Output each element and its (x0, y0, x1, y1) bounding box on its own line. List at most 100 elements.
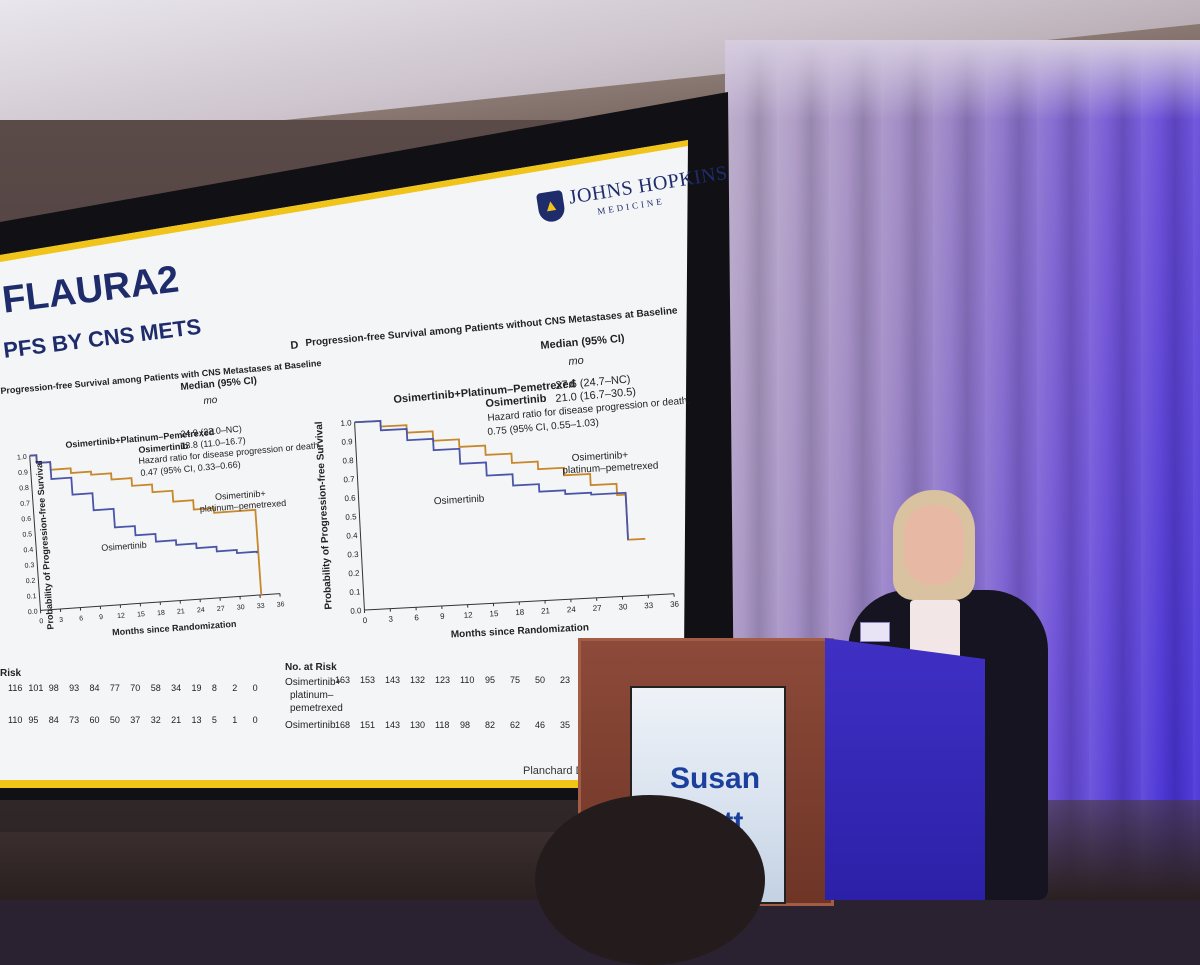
left-x-tick-label: 0 (39, 618, 43, 625)
left-y-tick-label: 0.3 (24, 562, 34, 570)
right-y-tick-label: 0.7 (343, 475, 355, 485)
right-x-tick-label: 18 (515, 608, 525, 617)
right-risk-value: 143 (385, 720, 400, 730)
right-y-tick-label: 0.8 (342, 456, 354, 466)
right-x-tick-label: 36 (670, 600, 680, 609)
left-x-tick-label: 18 (157, 610, 165, 618)
left-risk-value: 50 (110, 715, 120, 725)
left-risk-value: 19 (191, 683, 201, 693)
left-risk-header: Risk (0, 668, 21, 679)
shield-icon: ▲ (536, 190, 566, 224)
left-curve-label-osimertinib: Osimertinib (101, 540, 147, 553)
right-x-tick-label: 3 (388, 615, 393, 624)
right-x-tick-label: 9 (440, 612, 445, 621)
right-y-tick-label: 0.5 (345, 512, 357, 522)
left-x-tick-label: 33 (257, 603, 265, 611)
left-y-tick-label: 0.7 (20, 500, 30, 508)
right-risk-value: 132 (410, 675, 425, 685)
right-risk-value: 123 (435, 675, 450, 685)
right-risk-value: 110 (460, 675, 474, 685)
left-risk-value: 70 (130, 683, 140, 693)
right-median-unit: mo (568, 355, 584, 368)
left-x-tick-label: 3 (59, 617, 63, 624)
right-y-tick-label: 0.1 (349, 587, 361, 597)
left-risk-value: 0 (253, 683, 258, 693)
left-x-tick-label: 9 (99, 614, 103, 621)
right-x-tick-label: 15 (489, 609, 499, 618)
right-risk-value: 168 (335, 720, 350, 730)
left-risk-value: 13 (191, 715, 201, 725)
right-risk-value: 75 (510, 675, 520, 685)
left-risk-value: 0 (253, 715, 258, 725)
curtain-highlight (725, 40, 1200, 120)
left-risk-value: 5 (212, 715, 217, 725)
right-y-tick-label: 1.0 (340, 418, 352, 428)
right-y-tick-label: 0.9 (341, 437, 353, 447)
right-curve-label-osimertinib: Osimertinib (434, 494, 486, 508)
left-combo-curve (30, 440, 262, 610)
left-y-tick-label: 0.8 (19, 485, 29, 493)
left-risk-value: 60 (90, 715, 100, 725)
left-x-tick-label: 12 (117, 612, 125, 620)
left-risk-value: 73 (69, 715, 79, 725)
left-risk-value: 93 (69, 683, 79, 693)
left-y-tick-label: 0.4 (23, 547, 33, 555)
left-risk-value: 8 (212, 683, 217, 693)
left-risk-value: 21 (171, 715, 181, 725)
left-risk-value: 32 (151, 715, 161, 725)
right-risk-value: 130 (410, 720, 425, 730)
right-risk-value: 62 (510, 720, 520, 730)
right-risk-value: 46 (535, 720, 545, 730)
left-risk-value: 34 (171, 683, 181, 693)
left-risk-value: 84 (90, 683, 100, 693)
left-y-tick-label: 0.2 (25, 578, 35, 586)
right-x-tick-label: 27 (592, 604, 602, 613)
left-risk-value: 116 (8, 683, 22, 693)
right-risk-value: 163 (335, 675, 350, 685)
left-risk-value: 2 (232, 683, 237, 693)
left-y-tick-label: 1.0 (17, 454, 27, 462)
right-risk-header: No. at Risk (285, 662, 337, 673)
left-risk-value: 110 (8, 715, 22, 725)
left-risk-value: 101 (28, 683, 43, 693)
left-x-tick-label: 6 (79, 615, 83, 622)
right-risk-value: 50 (535, 675, 545, 685)
right-x-tick-label: 24 (567, 605, 577, 614)
slide-citation: Planchard D (523, 765, 584, 777)
right-risk-label-combo-2: platinum– (290, 690, 333, 701)
left-y-tick-label: 0.9 (18, 469, 28, 477)
right-risk-value: 98 (460, 720, 470, 730)
left-risk-value: 77 (110, 683, 120, 693)
right-x-tick-label: 33 (644, 601, 654, 610)
right-risk-label-osimertinib: Osimertinib (285, 720, 336, 731)
speaker-face (904, 505, 964, 585)
left-risk-value: 1 (232, 715, 237, 725)
right-risk-label-combo-3: pemetrexed (290, 703, 343, 714)
right-x-tick-label: 12 (463, 610, 473, 619)
right-risk-value: 23 (560, 675, 570, 685)
left-x-tick-label: 30 (237, 604, 245, 612)
podium-sign-line1: Susan (670, 762, 760, 796)
left-risk-value: 84 (49, 715, 59, 725)
right-x-tick-label: 21 (541, 606, 551, 615)
left-x-tick-label: 27 (217, 605, 225, 613)
left-median-unit: mo (203, 395, 218, 407)
left-x-tick-label: 21 (177, 608, 185, 616)
podium-side (825, 638, 985, 900)
right-combo-curve (355, 410, 646, 554)
left-y-tick-label: 0.0 (28, 609, 38, 617)
right-y-tick-label: 0.4 (346, 531, 358, 541)
left-risk-value: 95 (28, 715, 38, 725)
right-panel-letter: D (290, 339, 299, 352)
right-risk-value: 82 (485, 720, 495, 730)
left-x-axis-label: Months since Randomization (112, 619, 237, 638)
right-x-tick-label: 30 (618, 602, 628, 611)
left-y-tick-label: 0.1 (27, 593, 37, 601)
left-x-tick-label: 15 (137, 611, 145, 619)
right-osimertinib-curve (355, 410, 628, 554)
left-risk-value: 98 (49, 683, 59, 693)
